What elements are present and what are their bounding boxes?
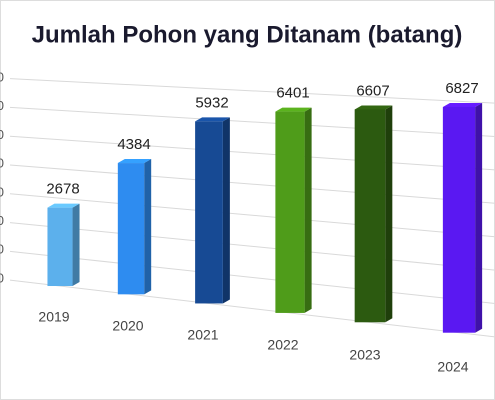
bar-side bbox=[475, 102, 483, 333]
bar-top bbox=[442, 102, 483, 107]
grid-line bbox=[9, 164, 495, 204]
y-tick-label: 0 bbox=[0, 270, 4, 285]
y-tick-label: 6000 bbox=[0, 98, 4, 113]
x-tick-label: 2023 bbox=[349, 347, 380, 363]
bar bbox=[117, 163, 145, 295]
bar bbox=[47, 207, 73, 287]
value-label: 6401 bbox=[276, 85, 309, 102]
chart-title: Jumlah Pohon yang Ditanam (batang) bbox=[32, 21, 463, 48]
grid-line bbox=[9, 279, 495, 338]
value-label: 6827 bbox=[445, 80, 478, 97]
x-tick-label: 2024 bbox=[437, 359, 468, 375]
bar-side bbox=[72, 203, 80, 287]
value-label: 4384 bbox=[117, 136, 150, 153]
bar bbox=[195, 121, 223, 304]
bar-top bbox=[117, 159, 152, 164]
bar-top bbox=[275, 107, 312, 112]
bar bbox=[354, 109, 386, 323]
bar-side bbox=[144, 159, 152, 295]
value-label: 2678 bbox=[46, 181, 79, 198]
y-tick-label: 5000 bbox=[0, 127, 4, 142]
y-tick-label: 3000 bbox=[0, 184, 4, 199]
grid-line bbox=[9, 222, 495, 271]
grid-line bbox=[9, 135, 495, 171]
grid-line bbox=[9, 250, 495, 305]
grid-line bbox=[9, 193, 495, 238]
x-tick-label: 2019 bbox=[38, 309, 69, 325]
x-tick-label: 2021 bbox=[187, 327, 218, 343]
y-tick-label: 7000 bbox=[0, 70, 4, 85]
bar-top bbox=[354, 105, 393, 110]
bar-side bbox=[304, 107, 312, 313]
x-tick-label: 2020 bbox=[112, 318, 143, 334]
bar bbox=[275, 111, 305, 313]
grid-line bbox=[9, 106, 495, 137]
y-tick-label: 4000 bbox=[0, 156, 4, 171]
bar-top bbox=[47, 203, 80, 208]
value-label: 6607 bbox=[356, 82, 389, 99]
y-tick-label: 1000 bbox=[0, 242, 4, 257]
grid-line bbox=[9, 78, 495, 104]
bar-side bbox=[222, 117, 230, 304]
bar bbox=[442, 106, 476, 333]
value-label: 5932 bbox=[195, 94, 228, 111]
x-tick-label: 2022 bbox=[267, 337, 298, 353]
y-tick-label: 2000 bbox=[0, 213, 4, 228]
bar-top bbox=[195, 117, 230, 122]
bar-side bbox=[385, 105, 393, 323]
